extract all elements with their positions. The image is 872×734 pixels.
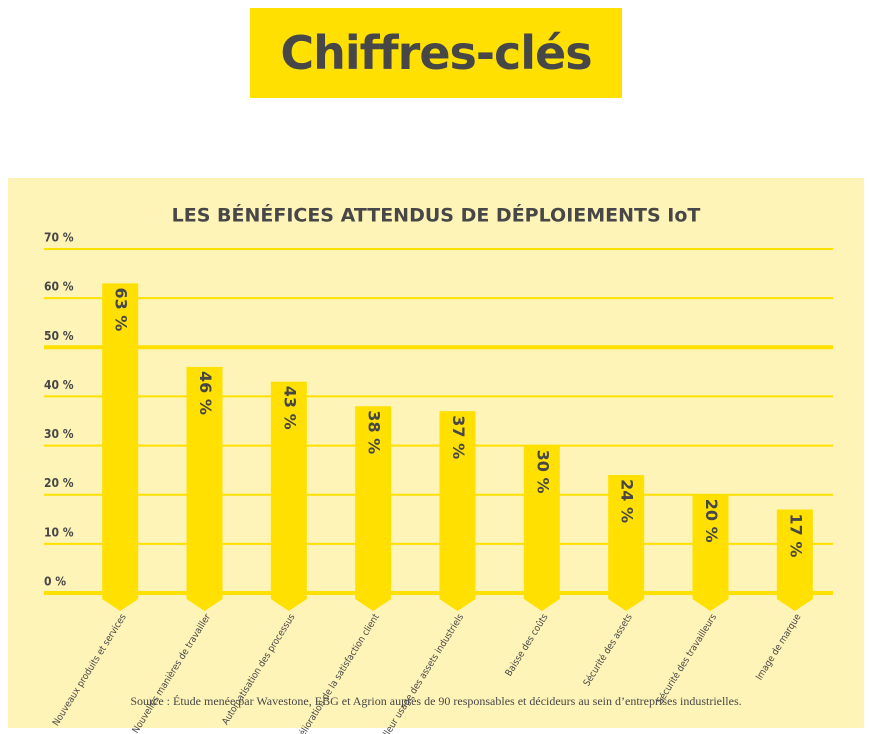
bar (523, 445, 560, 593)
y-tick-label: 10 % (44, 525, 74, 539)
value-label: 63 % (112, 287, 131, 331)
panel (8, 178, 864, 728)
value-label: 17 % (786, 514, 805, 558)
bar (102, 283, 139, 593)
y-tick-label: 60 % (44, 280, 74, 294)
bar-arrow (523, 593, 560, 611)
y-tick-label: 50 % (44, 329, 74, 343)
bar-arrow (439, 593, 476, 611)
y-tick-label: 70 % (44, 231, 74, 245)
bar-arrow (186, 593, 223, 611)
bar (186, 366, 223, 593)
bar (608, 475, 645, 593)
value-label: 38 % (365, 410, 384, 454)
bar-arrow (270, 593, 307, 611)
bar (692, 494, 729, 593)
value-label: 43 % (280, 386, 299, 430)
value-label: 30 % (533, 450, 552, 494)
bar (270, 381, 307, 593)
y-tick-label: 40 % (44, 378, 74, 392)
bar-arrow (102, 593, 139, 611)
value-label: 37 % (449, 415, 468, 459)
bar (776, 509, 813, 593)
bar-arrow (692, 593, 729, 611)
y-tick-label: 30 % (44, 427, 74, 441)
header-title: Chiffres-clés (250, 8, 622, 98)
bar-arrow (776, 593, 813, 611)
value-label: 24 % (618, 479, 637, 523)
value-label: 20 % (702, 499, 721, 543)
value-label: 46 % (196, 371, 215, 415)
y-tick-label: 0 % (44, 575, 66, 589)
bar (439, 411, 476, 593)
bar-arrow (355, 593, 392, 611)
bar-arrow (608, 593, 645, 611)
source: Source : Étude menée par Wavestone, EBG … (130, 694, 741, 708)
y-tick-label: 20 % (44, 476, 74, 490)
bar (355, 406, 392, 593)
chart-title: LES BÉNÉFICES ATTENDUS DE DÉPLOIEMENTS I… (172, 204, 701, 227)
